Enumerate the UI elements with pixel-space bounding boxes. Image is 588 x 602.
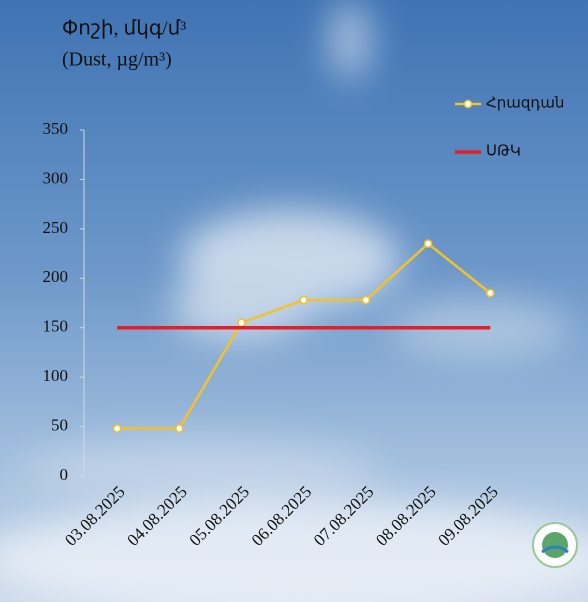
y-tick-label: 100 xyxy=(43,366,69,385)
legend-label: ՍԹԿ xyxy=(486,143,521,159)
y-tick-label: 50 xyxy=(51,415,68,434)
point xyxy=(361,295,371,305)
y-tick-label: 350 xyxy=(43,119,69,138)
point xyxy=(112,424,122,433)
y-tick-label: 300 xyxy=(43,168,69,187)
chart-title: Փոշի, մկգ/մ³ xyxy=(62,18,186,40)
y-tick-label: 250 xyxy=(43,218,69,237)
y-tick-label: 200 xyxy=(43,267,69,286)
y-tick-label: 150 xyxy=(43,317,69,336)
legend-marker xyxy=(463,99,473,109)
point xyxy=(299,295,308,305)
point xyxy=(237,318,246,328)
logo xyxy=(532,522,578,568)
chart-subtitle: (Dust, µg/m³) xyxy=(62,49,172,71)
point xyxy=(423,239,433,248)
point xyxy=(175,424,184,433)
legend-label: Հրազդան xyxy=(486,95,564,111)
y-tick-label: 0 xyxy=(60,465,69,484)
point xyxy=(486,288,495,298)
